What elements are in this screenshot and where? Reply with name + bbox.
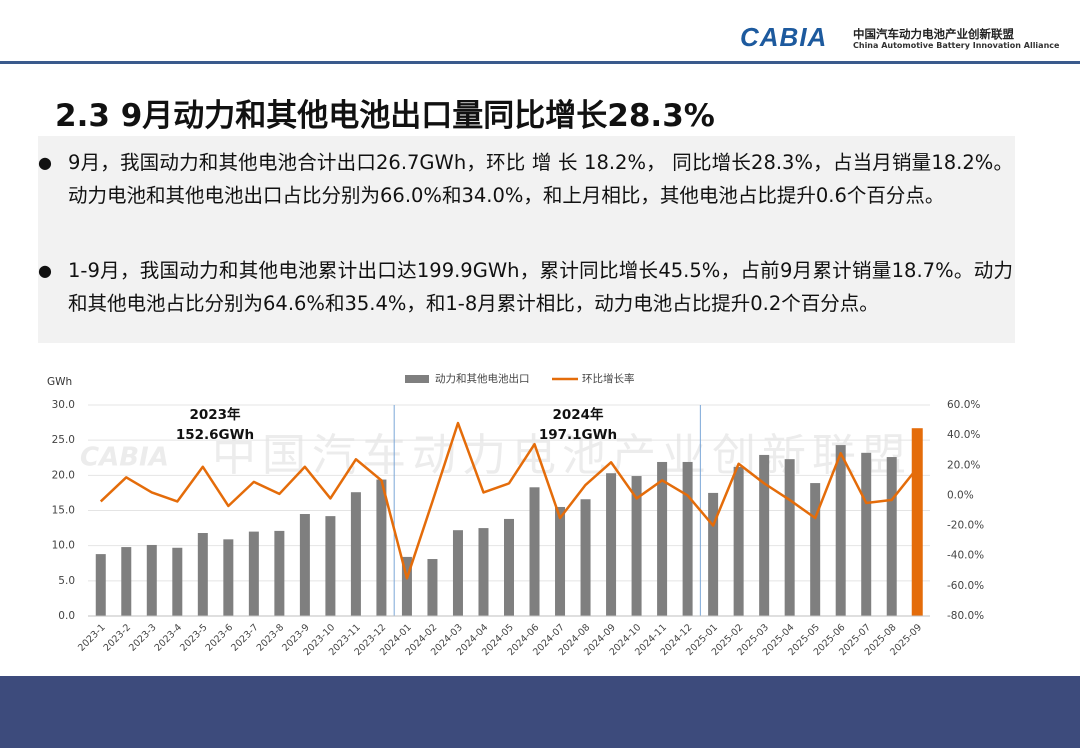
bar [248, 531, 259, 616]
bar [197, 533, 208, 616]
bar [657, 461, 668, 616]
bar [427, 559, 438, 616]
y2-tick-label: -80.0% [947, 610, 984, 622]
annotation: 2023年 [189, 406, 241, 423]
bar [708, 492, 719, 616]
legend-swatch [405, 375, 429, 383]
bar [452, 530, 463, 616]
bar [810, 483, 821, 616]
x-tick-label: 2023-6 [204, 622, 236, 654]
x-tick-label: 2023-5 [178, 622, 210, 654]
annotation: 152.6GWh [176, 427, 254, 443]
y2-tick-label: -60.0% [947, 580, 984, 592]
y-unit: GWh [47, 376, 72, 388]
bar [478, 528, 489, 616]
bar [529, 487, 540, 616]
bar [682, 461, 693, 616]
logo: CABIA [740, 22, 828, 52]
y2-tick-label: 20.0% [947, 459, 980, 471]
bar [733, 466, 744, 616]
x-tick-label: 2023-8 [255, 622, 287, 654]
legend-label: 动力和其他电池出口 [435, 372, 530, 385]
y2-tick-label: 0.0% [947, 489, 974, 501]
watermark-logo: CABIA [80, 443, 169, 473]
legend-label: 环比增长率 [582, 372, 635, 385]
y2-tick-label: 60.0% [947, 399, 980, 411]
bar [861, 452, 872, 616]
bar [784, 459, 795, 616]
bar [376, 479, 387, 616]
bar [172, 547, 183, 616]
bar [555, 506, 566, 616]
x-tick-label: 2023-7 [229, 622, 261, 654]
bar [580, 499, 591, 616]
bar [504, 518, 514, 616]
bar [325, 516, 336, 616]
y-tick-label: 5.0 [58, 575, 75, 587]
bar [95, 554, 106, 616]
bar [121, 547, 132, 616]
x-tick-label: 2023-4 [153, 622, 185, 654]
x-tick-label: 2023-1 [76, 622, 108, 654]
annotation: 197.1GWh [539, 427, 617, 443]
bar [606, 473, 617, 616]
annotation: 2024年 [552, 406, 604, 423]
org-name: 中国汽车动力电池产业创新联盟 [853, 27, 1014, 41]
y-tick-label: 25.0 [52, 434, 75, 446]
bullet: 1-9月，我国动力和其他电池累计出口达199.9GWh，累计同比增长45.5%，… [38, 254, 1013, 320]
bullet: 9月，我国动力和其他电池合计出口26.7GWh，环比 增 长 18.2%， 同比… [38, 146, 1013, 212]
bar [350, 492, 361, 616]
footer-band [0, 676, 1080, 748]
y2-tick-label: 40.0% [947, 429, 980, 441]
chart: CABIA 中国汽车动力电池产业创新联盟0.05.010.015.020.025.… [47, 372, 984, 658]
y2-tick-label: -20.0% [947, 520, 984, 532]
y2-tick-label: -40.0% [947, 550, 984, 562]
slide-title: 2.3 9月动力和其他电池出口量同比增长28.3% [55, 98, 715, 134]
org-name-en: China Automotive Battery Innovation Alli… [853, 41, 1060, 50]
bar [223, 539, 234, 616]
header-rule [0, 61, 1080, 64]
bar [274, 530, 285, 616]
y-tick-label: 15.0 [52, 505, 75, 517]
bar [911, 428, 923, 616]
y-tick-label: 10.0 [52, 540, 75, 552]
bar [835, 445, 846, 616]
line [99, 421, 919, 580]
bar [146, 544, 157, 616]
bar [759, 454, 770, 616]
y-tick-label: 30.0 [52, 399, 75, 411]
bar [631, 476, 642, 616]
bar [886, 457, 897, 616]
x-tick-label: 2023-2 [102, 622, 134, 654]
bar [401, 556, 412, 616]
x-tick-label: 2023-3 [127, 622, 159, 654]
y-tick-label: 20.0 [52, 469, 75, 481]
bar [299, 514, 310, 616]
y-tick-label: 0.0 [58, 610, 75, 622]
